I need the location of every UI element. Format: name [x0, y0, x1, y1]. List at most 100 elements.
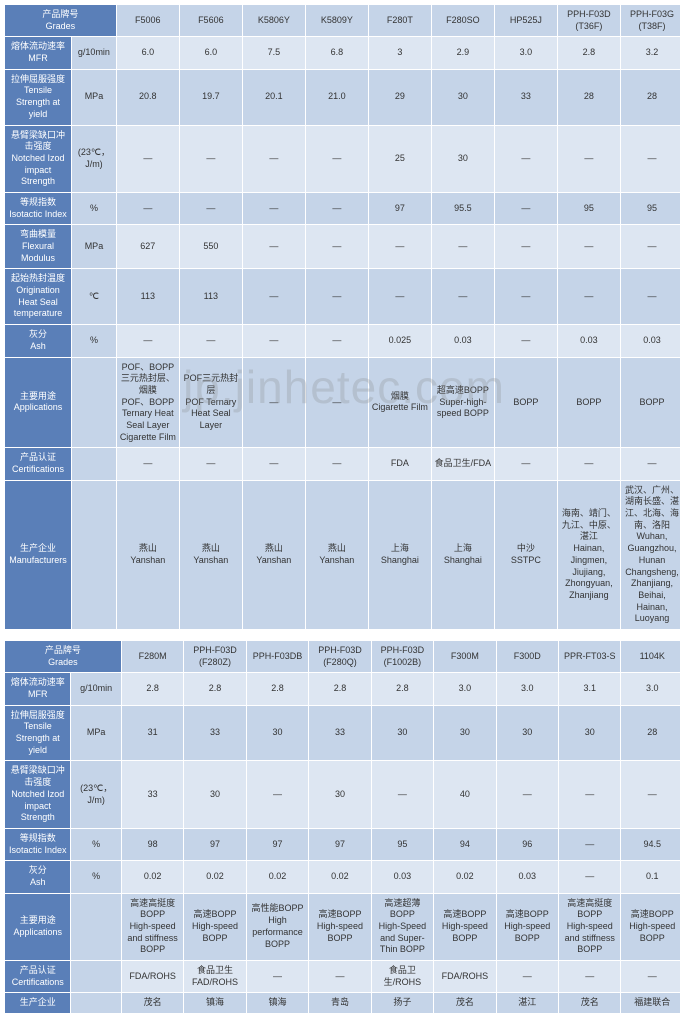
row-unit — [72, 448, 117, 480]
cell-value: 0.03 — [496, 861, 558, 893]
row-label: 主要用途Applications — [5, 357, 72, 448]
cell-value: 30 — [184, 761, 246, 828]
cell-value: 3.0 — [621, 673, 680, 705]
table-row: 产品认证CertificationsFDA/ROHS食品卫生FAD/ROHS——… — [5, 961, 680, 993]
header-row: 产品牌号GradesF280MPPH-F03D (F280Z)PPH-F03DB… — [5, 640, 680, 672]
cell-value: — — [242, 325, 305, 357]
grade-header: PPH-F03D (F280Z) — [184, 640, 246, 672]
row-label: 熔体流动速率MFR — [5, 37, 72, 69]
cell-value: 2.8 — [309, 673, 371, 705]
table-row: 悬臂梁缺口冲击强度Notched Izod impact Strength(23… — [5, 761, 680, 828]
cell-value: 98 — [121, 828, 183, 860]
row-label: 悬臂梁缺口冲击强度Notched Izod impact Strength — [5, 125, 72, 192]
cell-value: — — [557, 269, 620, 325]
cell-value: 3.1 — [559, 673, 621, 705]
cell-value: 95.5 — [431, 192, 494, 224]
cell-value: — — [371, 761, 433, 828]
row-label: 主要用途Applications — [5, 893, 71, 960]
cell-value: 食品卫生/FDA — [431, 448, 494, 480]
cell-value: — — [559, 828, 621, 860]
cell-value: — — [305, 448, 368, 480]
cell-value: — — [246, 761, 308, 828]
cell-value: 0.02 — [121, 861, 183, 893]
table-row: 主要用途Applications 高速高挺度BOPPHigh-speed and … — [5, 893, 680, 960]
cell-value: 0.03 — [620, 325, 680, 357]
row-label: 生产企业Manufacturers — [5, 480, 72, 629]
row-label: 灰分Ash — [5, 325, 72, 357]
cell-value: 0.02 — [246, 861, 308, 893]
cell-value: 95 — [371, 828, 433, 860]
cell-value: — — [557, 448, 620, 480]
cell-value: 超高速BOPPSuper-high-speed BOPP — [431, 357, 494, 448]
cell-value: — — [309, 961, 371, 993]
cell-value: 0.02 — [434, 861, 496, 893]
cell-value: 29 — [368, 69, 431, 125]
cell-value: — — [242, 125, 305, 192]
cell-value: 28 — [620, 69, 680, 125]
cell-value: POF、BOPP三元热封层、烟膜POF、BOPP Ternary Heat Se… — [116, 357, 179, 448]
row-unit — [72, 357, 117, 448]
row-label: 弯曲模量Flexural Modulus — [5, 225, 72, 269]
cell-value: 30 — [431, 69, 494, 125]
cell-value: 茂名 — [559, 993, 621, 1014]
table-row: 灰分Ash%0.020.020.020.020.030.020.03—0.1 — [5, 861, 680, 893]
cell-value: 113 — [116, 269, 179, 325]
table-row: 熔体流动速率MFRg/10min6.06.07.56.832.93.02.83.… — [5, 37, 680, 69]
cell-value: — — [559, 761, 621, 828]
cell-value: — — [242, 357, 305, 448]
cell-value: 高速高挺度BOPPHigh-speed and stiffness BOPP — [559, 893, 621, 960]
cell-value: — — [496, 761, 558, 828]
row-unit — [71, 993, 121, 1014]
cell-value: 湛江 — [496, 993, 558, 1014]
cell-value: 青岛 — [309, 993, 371, 1014]
cell-value: 30 — [496, 705, 558, 761]
cell-value: 2.8 — [371, 673, 433, 705]
cell-value: — — [621, 761, 680, 828]
row-unit: g/10min — [71, 673, 121, 705]
header-row: 产品牌号GradesF5006F5606K5806YK5809YF280TF28… — [5, 5, 680, 37]
cell-value: 武汉、广州、湖南长盛、湛江、北海、海南、洛阳Wuhan, Guangzhou, … — [620, 480, 680, 629]
cell-value: 2.8 — [246, 673, 308, 705]
grade-header: HP525J — [494, 5, 557, 37]
cell-value: 30 — [309, 761, 371, 828]
cell-value: 2.8 — [557, 37, 620, 69]
cell-value: — — [620, 225, 680, 269]
cell-value: 28 — [621, 705, 680, 761]
cell-value: FDA/ROHS — [121, 961, 183, 993]
cell-value: 茂名 — [434, 993, 496, 1014]
cell-value: 627 — [116, 225, 179, 269]
table-row: 等规指数Isotactic Index%98979797959496—94.5 — [5, 828, 680, 860]
row-unit: % — [71, 861, 121, 893]
cell-value: 3 — [368, 37, 431, 69]
cell-value: 高速BOPPHigh-speed BOPP — [184, 893, 246, 960]
cell-value: BOPP — [494, 357, 557, 448]
cell-value: 30 — [434, 705, 496, 761]
cell-value: 40 — [434, 761, 496, 828]
cell-value: — — [557, 225, 620, 269]
grade-header: F5606 — [179, 5, 242, 37]
table-row: 拉伸屈服强度Tensile Strength at yieldMPa313330… — [5, 705, 680, 761]
cell-value: 550 — [179, 225, 242, 269]
table-row: 产品认证Certifications————FDA食品卫生/FDA——— — [5, 448, 680, 480]
cell-value: 3.0 — [434, 673, 496, 705]
cell-value: 2.9 — [431, 37, 494, 69]
cell-value: 31 — [121, 705, 183, 761]
row-label: 起始热封温度Origination Heat Seal temperature — [5, 269, 72, 325]
cell-value: — — [431, 269, 494, 325]
cell-value: — — [494, 448, 557, 480]
cell-value: 燕山Yanshan — [179, 480, 242, 629]
cell-value: 燕山Yanshan — [305, 480, 368, 629]
cell-value: 28 — [557, 69, 620, 125]
cell-value: 30 — [246, 705, 308, 761]
grade-header: F280SO — [431, 5, 494, 37]
cell-value: — — [116, 192, 179, 224]
cell-value: 燕山Yanshan — [242, 480, 305, 629]
cell-value: 高速BOPPHigh-speed BOPP — [309, 893, 371, 960]
table-row: 悬臂梁缺口冲击强度Notched Izod impact Strength(23… — [5, 125, 680, 192]
cell-value: 0.03 — [557, 325, 620, 357]
table-row: 生产企业Manufacturers燕山Yanshan燕山Yanshan燕山Yan… — [5, 480, 680, 629]
cell-value: 上海Shanghai — [368, 480, 431, 629]
cell-value: 97 — [368, 192, 431, 224]
cell-value: 高速高挺度BOPPHigh-speed and stiffness BOPP — [121, 893, 183, 960]
spec-table-2: 产品牌号GradesF280MPPH-F03D (F280Z)PPH-F03DB… — [4, 640, 680, 1014]
